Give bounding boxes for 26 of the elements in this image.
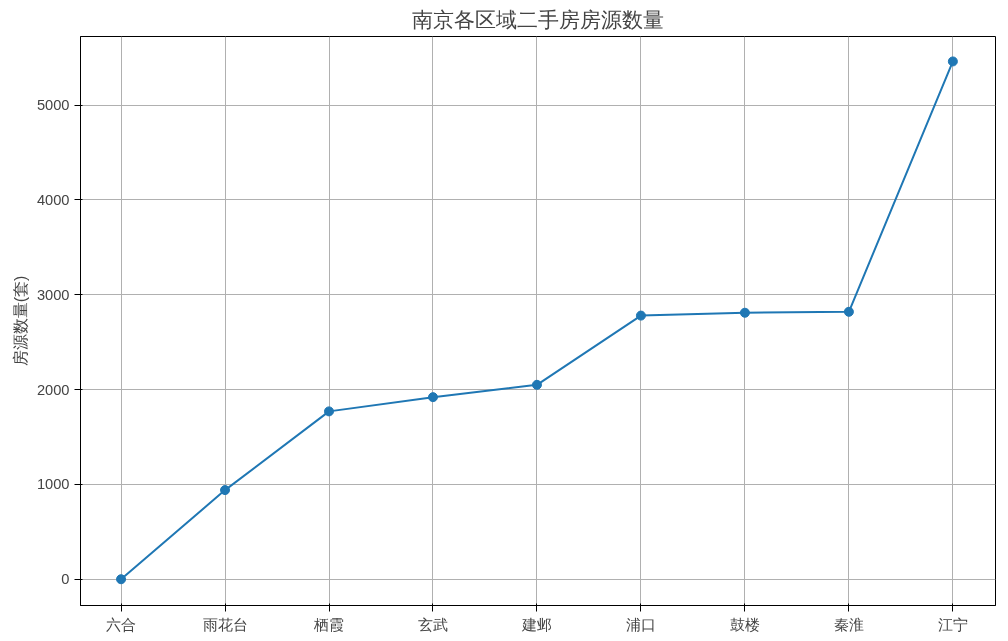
- y-axis-title: 房源数量(套): [11, 275, 29, 367]
- y-tick-label: 1000: [36, 476, 70, 493]
- chart-title: 南京各区域二手房房源数量: [412, 7, 664, 32]
- y-tick-label: 0: [61, 571, 70, 588]
- point: [843, 306, 854, 317]
- y-tick-label: 5000: [36, 97, 70, 114]
- point: [116, 574, 127, 585]
- y-tick-label: 3000: [36, 286, 70, 303]
- x-tick-label: 江宁: [937, 616, 968, 633]
- x-tick-label: 玄武: [417, 616, 448, 633]
- point: [947, 56, 958, 67]
- point: [427, 392, 438, 403]
- y-tick-label: 4000: [36, 191, 70, 208]
- point: [324, 406, 335, 417]
- x-tick-label: 雨花台: [202, 616, 248, 633]
- point: [220, 485, 231, 496]
- point: [635, 310, 646, 321]
- point: [531, 379, 542, 390]
- x-tick-label: 浦口: [625, 616, 656, 633]
- x-tick-label: 栖霞: [313, 616, 345, 633]
- x-tick-label: 建邺: [520, 616, 552, 633]
- x-tick-label: 六合: [106, 616, 137, 633]
- point: [739, 307, 750, 318]
- x-tick-label: 鼓楼: [729, 616, 760, 633]
- x-tick-label: 秦淮: [833, 616, 864, 633]
- y-tick-label: 2000: [36, 381, 70, 398]
